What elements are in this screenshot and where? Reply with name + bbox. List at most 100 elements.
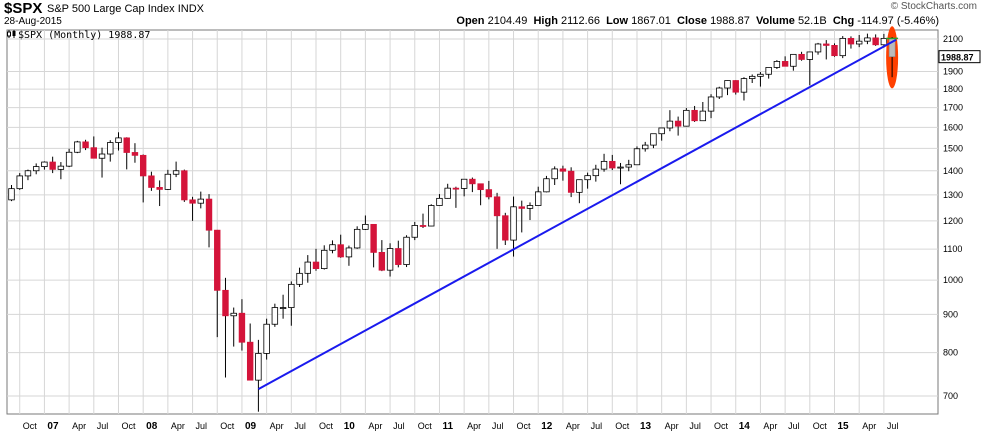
candle-body bbox=[814, 43, 822, 53]
candle-body bbox=[872, 37, 879, 46]
candle-body bbox=[559, 168, 567, 172]
x-tick-label: 15 bbox=[838, 421, 850, 432]
x-tick-label: Oct bbox=[23, 421, 38, 431]
x-tick-label: Apr bbox=[368, 421, 382, 431]
candle-body bbox=[263, 323, 270, 354]
candle-body bbox=[740, 78, 748, 93]
candle-body bbox=[831, 45, 838, 57]
candle-body bbox=[880, 37, 888, 46]
candle-body bbox=[683, 109, 690, 127]
plot-frame bbox=[6, 29, 939, 415]
candle-body bbox=[419, 225, 427, 227]
x-tick-label: Apr bbox=[566, 421, 580, 431]
candle-body bbox=[345, 247, 353, 258]
candle-body bbox=[477, 183, 484, 191]
candle-body bbox=[436, 197, 443, 206]
candle-body bbox=[609, 160, 616, 169]
x-tick-label: Jul bbox=[591, 421, 603, 431]
candle-body bbox=[650, 133, 657, 146]
x-tick-label: Oct bbox=[319, 421, 334, 431]
candle-body bbox=[864, 37, 871, 42]
exchange-label: INDX bbox=[177, 3, 204, 15]
candle-body bbox=[139, 154, 147, 177]
candle-body bbox=[658, 127, 665, 135]
price-box bbox=[938, 50, 981, 64]
candle-body bbox=[444, 187, 451, 199]
candle-body bbox=[90, 147, 97, 159]
candle-body bbox=[156, 187, 163, 190]
candle-body bbox=[230, 312, 237, 317]
x-tick-label: Jul bbox=[492, 421, 504, 431]
candle-body bbox=[600, 160, 608, 170]
x-tick-label: Jul bbox=[294, 421, 306, 431]
candle-body bbox=[246, 341, 254, 381]
candle-body bbox=[16, 175, 23, 190]
candle-body bbox=[535, 191, 542, 206]
candle-body bbox=[255, 353, 262, 381]
chart-legend: $SPX (Monthly) 1988.87 bbox=[7, 30, 150, 41]
candle-body bbox=[98, 153, 106, 159]
x-tick-label: Oct bbox=[615, 421, 630, 431]
candle-body bbox=[625, 164, 632, 168]
candle-body bbox=[707, 96, 715, 112]
close-value: 1988.87 bbox=[710, 15, 750, 27]
candle-body bbox=[41, 161, 48, 168]
candle-body bbox=[460, 178, 468, 189]
x-tick-label: Apr bbox=[665, 421, 679, 431]
volume-label: Volume bbox=[755, 15, 795, 27]
ohlc-readout: Open 2104.49 High 2112.66 Low 1867.01 Cl… bbox=[456, 15, 939, 27]
candle-body bbox=[271, 307, 279, 325]
candle-body bbox=[493, 196, 501, 217]
candle-body bbox=[485, 189, 493, 198]
candle-body bbox=[197, 198, 204, 204]
x-tick-label: 11 bbox=[442, 421, 453, 432]
y-tick-label: 1800 bbox=[943, 84, 963, 94]
x-tick-label: Apr bbox=[72, 421, 86, 431]
candle-body bbox=[452, 187, 460, 190]
candle-body bbox=[214, 229, 221, 291]
candle-body bbox=[222, 289, 229, 317]
candle-body bbox=[502, 215, 509, 241]
x-tick-label: Oct bbox=[813, 421, 828, 431]
candle-body bbox=[691, 109, 698, 122]
candle-body bbox=[847, 37, 855, 45]
y-tick-label: 900 bbox=[943, 309, 958, 319]
candle-body bbox=[576, 179, 583, 193]
chg-label: Chg bbox=[832, 15, 855, 27]
candle-body bbox=[543, 178, 550, 193]
x-tick-label: 08 bbox=[146, 421, 158, 432]
y-tick-label: 1000 bbox=[943, 275, 963, 285]
candle-body bbox=[164, 173, 172, 190]
candle-body bbox=[353, 228, 361, 249]
candle-body bbox=[403, 236, 410, 265]
candle-body bbox=[279, 307, 287, 309]
trendline bbox=[257, 38, 897, 390]
candle-body bbox=[716, 87, 723, 98]
candle-body bbox=[205, 198, 213, 231]
candle-body bbox=[296, 272, 303, 285]
y-tick-label: 800 bbox=[943, 348, 958, 358]
candle-body bbox=[321, 249, 328, 270]
y-tick-label: 1600 bbox=[943, 122, 963, 132]
candle-body bbox=[806, 51, 814, 60]
candle-body bbox=[172, 170, 180, 175]
candle-body bbox=[518, 206, 525, 209]
candle-body bbox=[131, 152, 139, 156]
close-label: Close bbox=[677, 15, 707, 27]
candle-body bbox=[123, 137, 130, 153]
volume-value: 52.1B bbox=[797, 15, 827, 27]
x-tick-label: Oct bbox=[121, 421, 136, 431]
candle-body bbox=[386, 248, 394, 271]
candle-body bbox=[855, 40, 863, 45]
x-tick-label: 14 bbox=[739, 421, 751, 432]
price-box-label: 1988.87 bbox=[941, 53, 974, 63]
candle-body bbox=[823, 43, 830, 46]
candle-body bbox=[329, 244, 336, 251]
candle-body bbox=[57, 165, 65, 170]
candle-body bbox=[49, 161, 56, 170]
high-label: High bbox=[533, 15, 558, 27]
candles-group bbox=[8, 33, 896, 412]
candle-body bbox=[370, 223, 377, 253]
candle-body bbox=[32, 166, 40, 172]
candle-body bbox=[107, 142, 114, 155]
